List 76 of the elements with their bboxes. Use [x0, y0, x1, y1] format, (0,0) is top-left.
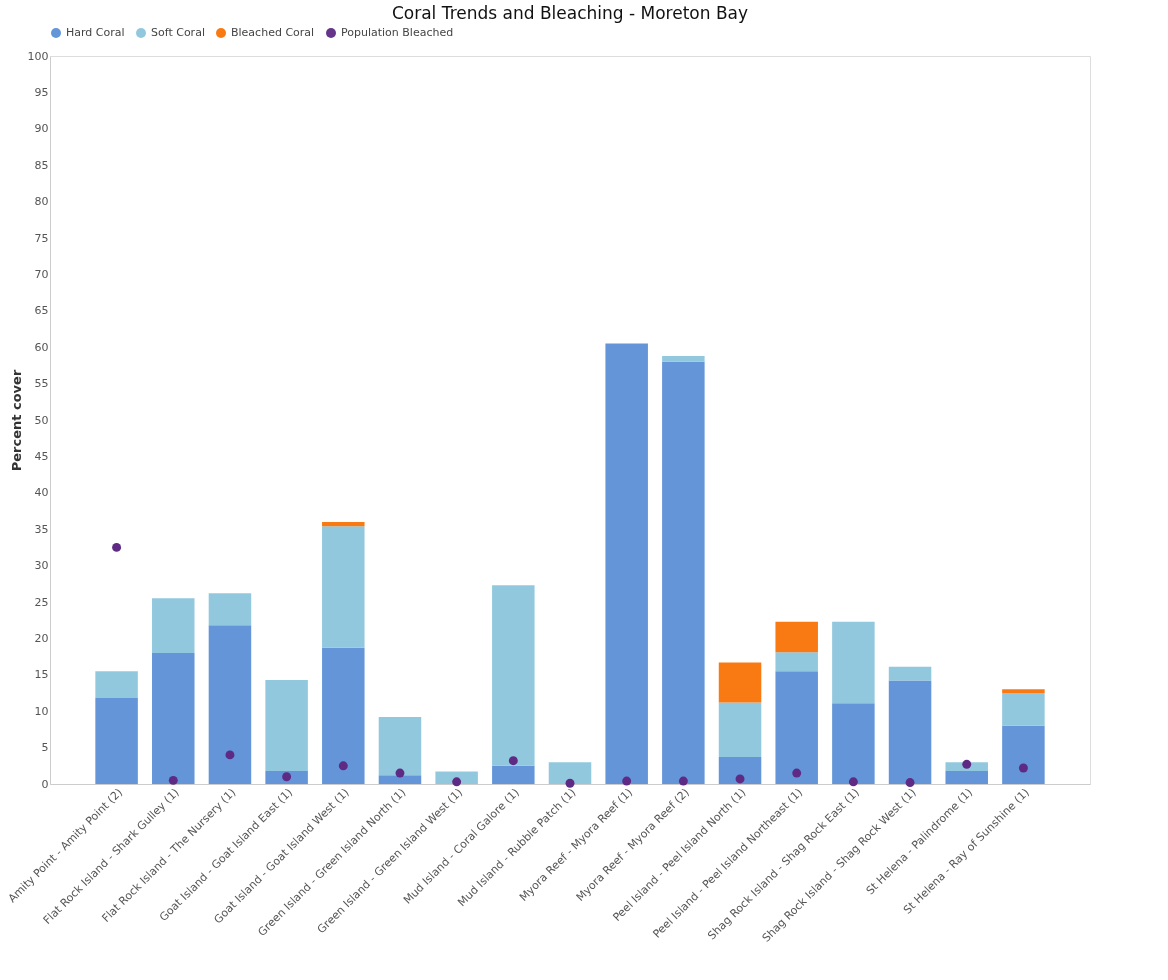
bar: [662, 361, 705, 784]
bar: [945, 770, 988, 784]
y-tick-label: 60: [34, 340, 49, 354]
point: [508, 756, 518, 766]
y-tick-label: 70: [34, 267, 49, 281]
chart-title: Coral Trends and Bleaching - Moreton Bay: [391, 3, 749, 23]
point: [1018, 763, 1028, 773]
bar: [832, 703, 875, 784]
bar: [718, 702, 762, 758]
point: [792, 768, 802, 778]
point: [905, 778, 915, 788]
bar: [95, 698, 138, 784]
y-tick-label: 75: [34, 231, 49, 245]
legend-label: Soft Coral: [151, 26, 205, 39]
y-tick-label: 95: [34, 85, 49, 99]
bar: [152, 598, 195, 653]
point: [395, 768, 405, 778]
point: [282, 772, 292, 782]
bar: [152, 652, 195, 784]
bar: [832, 621, 875, 704]
point: [735, 774, 745, 784]
y-axis-title: Percent cover: [8, 369, 24, 472]
y-tick-label: 15: [34, 668, 49, 682]
bar: [492, 585, 535, 766]
point: [565, 778, 575, 788]
y-tick-label: 65: [34, 304, 49, 318]
bar: [492, 765, 535, 784]
bar: [95, 671, 138, 699]
point: [622, 776, 632, 786]
bar: [888, 680, 932, 784]
bar: [1002, 689, 1045, 693]
bar: [775, 652, 818, 672]
point: [168, 775, 178, 785]
bar: [322, 647, 365, 784]
point: [225, 750, 235, 760]
bar: [662, 355, 705, 362]
y-tick-label: 55: [34, 377, 49, 391]
bar: [208, 593, 252, 626]
bar: [378, 775, 422, 784]
point: [452, 777, 462, 787]
y-tick-label: 85: [34, 158, 49, 172]
point: [962, 759, 972, 769]
bar: [1002, 725, 1045, 784]
bar: [265, 679, 308, 771]
bar: [775, 671, 818, 784]
y-tick-label: 45: [34, 449, 49, 463]
y-tick-label: 90: [34, 122, 49, 136]
y-tick-label: 30: [34, 559, 49, 573]
legend-label: Hard Coral: [66, 26, 125, 39]
y-tick-label: 50: [34, 413, 49, 427]
bar: [378, 717, 422, 776]
y-tick-label: 35: [34, 522, 49, 536]
bar: [718, 757, 762, 784]
y-tick-label: 0: [41, 777, 49, 791]
bar: [775, 621, 818, 653]
legend-label: Bleached Coral: [231, 26, 315, 39]
bar: [718, 662, 762, 703]
bar: [548, 762, 592, 784]
bar: [888, 666, 932, 681]
y-tick-label: 25: [34, 595, 49, 609]
y-tick-label: 100: [27, 49, 49, 63]
bar: [605, 343, 648, 784]
point: [338, 761, 348, 771]
y-tick-label: 5: [41, 741, 49, 755]
y-tick-label: 40: [34, 486, 49, 500]
bar: [208, 625, 252, 784]
point: [112, 542, 122, 552]
legend-label: Population Bleached: [341, 26, 454, 39]
y-tick-label: 20: [34, 631, 49, 645]
point: [678, 776, 688, 786]
bar: [322, 526, 365, 648]
point: [848, 777, 858, 787]
y-tick-label: 80: [34, 195, 49, 209]
y-tick-label: 10: [34, 704, 49, 718]
bar: [1002, 693, 1045, 726]
bar: [322, 521, 365, 527]
